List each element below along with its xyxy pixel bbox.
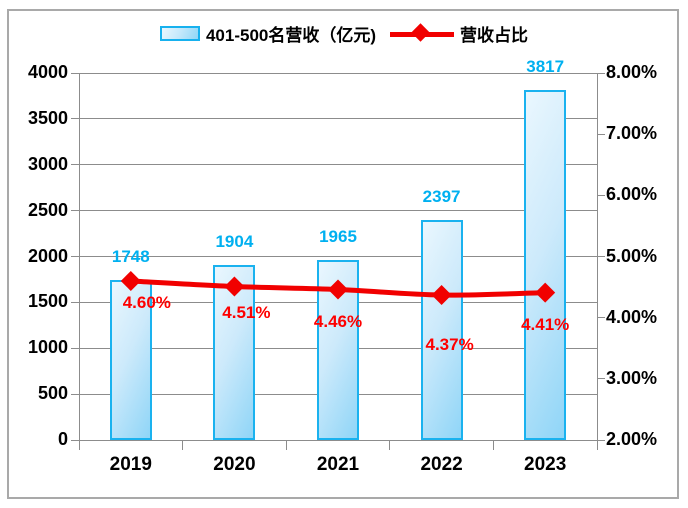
right-axis-tick-label: 7.00% bbox=[606, 123, 658, 144]
line-point-label: 4.51% bbox=[222, 303, 271, 323]
right-axis-tick-label: 5.00% bbox=[606, 245, 658, 266]
gridline bbox=[71, 164, 597, 166]
right-axis-tick bbox=[597, 133, 605, 135]
right-axis-tick bbox=[597, 256, 605, 257]
left-axis-tick-label: 2000 bbox=[27, 245, 68, 266]
left-axis-tick-label: 0 bbox=[57, 429, 68, 449]
x-axis-tick bbox=[182, 440, 184, 450]
line-point-label: 4.46% bbox=[313, 311, 363, 331]
line-marker-diamond-icon bbox=[120, 270, 141, 291]
line-point-label: 4.37% bbox=[425, 335, 474, 355]
x-axis-tick bbox=[389, 440, 391, 450]
x-axis-label: 2023 bbox=[524, 454, 567, 475]
legend: 401-500名营收（亿元) 营收占比 bbox=[0, 21, 688, 46]
line-marker-diamond-icon bbox=[535, 282, 556, 303]
right-axis-tick bbox=[597, 378, 605, 380]
diamond-icon bbox=[411, 22, 430, 42]
x-axis-tick bbox=[596, 440, 598, 450]
bar bbox=[109, 279, 152, 440]
gridline bbox=[71, 210, 597, 212]
left-axis-tick-label: 1500 bbox=[27, 291, 68, 312]
right-axis-tick bbox=[597, 194, 605, 196]
right-axis-tick-label: 3.00% bbox=[606, 367, 658, 388]
gridline bbox=[71, 72, 597, 74]
x-axis-label: 2022 bbox=[420, 454, 463, 475]
left-axis-tick-label: 2500 bbox=[27, 199, 68, 220]
x-axis-tick bbox=[78, 440, 80, 450]
right-axis-tick-label: 8.00% bbox=[606, 62, 658, 82]
left-axis-tick-label: 1000 bbox=[27, 337, 68, 358]
x-axis-tick bbox=[285, 440, 287, 450]
left-axis-tick-label: 500 bbox=[37, 383, 68, 404]
bar-value-label: 1748 bbox=[111, 246, 150, 266]
x-axis-label: 2020 bbox=[213, 454, 256, 475]
gridline bbox=[71, 118, 597, 120]
x-axis-label: 2019 bbox=[109, 454, 152, 475]
bar-value-label: 3817 bbox=[526, 56, 565, 76]
legend-line-marker-icon bbox=[390, 22, 455, 43]
line-point-label: 4.60% bbox=[122, 292, 171, 312]
line-point-label: 4.41% bbox=[521, 314, 570, 334]
right-axis-tick bbox=[597, 439, 605, 441]
gridline bbox=[71, 256, 597, 257]
legend-bar-label: 401-500名营收（亿元) bbox=[205, 26, 377, 45]
line-marker-diamond-icon bbox=[431, 285, 452, 306]
left-axis-tick-label: 3000 bbox=[27, 153, 68, 174]
right-axis-tick-label: 6.00% bbox=[606, 184, 658, 205]
line-marker-diamond-icon bbox=[224, 276, 245, 297]
gridline bbox=[71, 439, 597, 441]
bar bbox=[420, 220, 463, 440]
line-marker-diamond-icon bbox=[328, 279, 348, 300]
legend-bar-swatch-icon bbox=[159, 26, 200, 41]
plot-area: 1748 1904 1965 2397 3817 4.60% 4.51% 4.46% 4.37%… bbox=[71, 57, 605, 450]
right-axis-tick-label: 4.00% bbox=[606, 306, 658, 327]
left-axis-tick-label: 4000 bbox=[27, 62, 68, 82]
right-axis-tick bbox=[597, 72, 605, 74]
ratio-line bbox=[120, 270, 556, 306]
legend-line-label: 营收占比 bbox=[460, 26, 529, 45]
x-axis-label: 2021 bbox=[316, 454, 360, 475]
bar bbox=[524, 89, 567, 440]
left-axis-tick-label: 3500 bbox=[27, 107, 68, 128]
bar-value-label: 1965 bbox=[319, 226, 357, 246]
right-axis-tick bbox=[597, 317, 605, 319]
bar-value-label: 2397 bbox=[422, 187, 461, 207]
left-axis-line bbox=[79, 73, 80, 440]
bar-value-label: 1904 bbox=[215, 232, 254, 252]
right-axis-tick-label: 2.00% bbox=[606, 429, 658, 449]
x-axis-tick bbox=[492, 440, 494, 450]
